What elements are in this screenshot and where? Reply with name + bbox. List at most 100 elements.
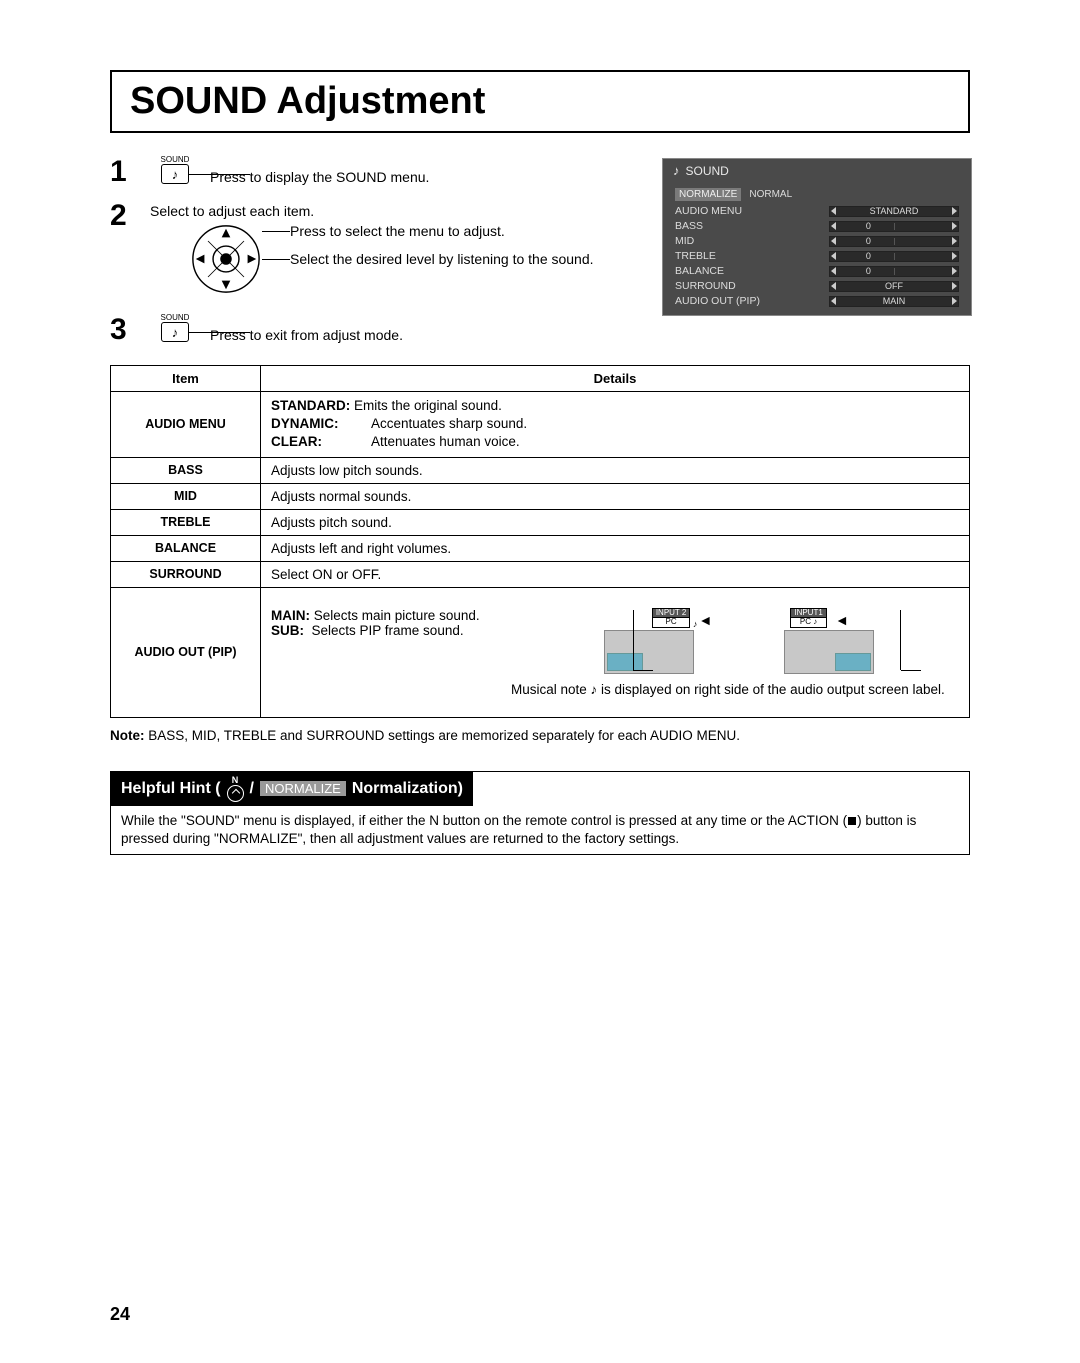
osd-label: SURROUND bbox=[675, 280, 736, 292]
step-2-line2: Select the desired level by listening to… bbox=[290, 251, 594, 267]
hint-title-post: Normalization) bbox=[352, 780, 463, 798]
dynamic-key: DYNAMIC: bbox=[271, 415, 371, 433]
osd-value: MAIN bbox=[883, 296, 906, 306]
item-treble: TREBLE bbox=[111, 509, 261, 535]
osd-normalize-label: NORMALIZE bbox=[675, 188, 741, 201]
step-1-number: 1 bbox=[110, 155, 150, 189]
osd-title-row: ♪ SOUND bbox=[663, 159, 971, 182]
note-icon: ♪ bbox=[172, 325, 179, 340]
page-title-box: SOUND Adjustment bbox=[110, 70, 970, 133]
note-icon: ♪ bbox=[693, 619, 698, 629]
osd-value: OFF bbox=[885, 281, 903, 291]
hint-body-1: While the "SOUND" menu is displayed, if … bbox=[121, 813, 847, 828]
clear-val: Attenuates human voice. bbox=[371, 433, 520, 451]
input-label-right: INPUT1PC ♪ ◄ bbox=[790, 608, 826, 628]
page-title: SOUND Adjustment bbox=[130, 80, 950, 123]
sound-label-3: SOUND bbox=[161, 313, 190, 322]
osd-label: TREBLE bbox=[675, 250, 716, 262]
standard-val: Emits the original sound. bbox=[354, 398, 502, 413]
detail-audio-menu: STANDARD: Emits the original sound. DYNA… bbox=[261, 392, 970, 458]
item-balance: BALANCE bbox=[111, 535, 261, 561]
osd-value-slider: MAIN bbox=[829, 296, 959, 307]
osd-row-audio-menu: AUDIO MENU STANDARD bbox=[671, 204, 963, 218]
item-mid: MID bbox=[111, 483, 261, 509]
settings-table: Item Details AUDIO MENU STANDARD: Emits … bbox=[110, 365, 970, 718]
input-label-2: PC bbox=[652, 618, 691, 627]
osd-value: 0 bbox=[866, 221, 871, 231]
step-2-line1: Press to select the menu to adjust. bbox=[290, 223, 594, 239]
arrow-icon: ◄ bbox=[698, 612, 712, 628]
osd-row-mid: MID 0 bbox=[671, 234, 963, 248]
table-header-item: Item bbox=[111, 366, 261, 392]
osd-sound-panel: ♪ SOUND NORMALIZE NORMAL AUDIO MENU STAN… bbox=[662, 158, 972, 316]
table-header-details: Details bbox=[261, 366, 970, 392]
osd-label: AUDIO MENU bbox=[675, 205, 742, 217]
item-surround: SURROUND bbox=[111, 561, 261, 587]
osd-value-slider: OFF bbox=[829, 281, 959, 292]
osd-title-text: SOUND bbox=[686, 164, 729, 178]
action-square-icon bbox=[848, 817, 856, 825]
audio-out-footnote: Musical note ♪ is displayed on right sid… bbox=[271, 682, 959, 697]
main-val: Selects main picture sound. bbox=[314, 608, 480, 623]
note-icon: ♪ bbox=[673, 163, 680, 178]
osd-label: MID bbox=[675, 235, 694, 247]
hint-box: Helpful Hint ( N / NORMALIZE Normalizati… bbox=[110, 771, 970, 855]
input-label-2: PC bbox=[800, 617, 811, 626]
sub-val: Selects PIP frame sound. bbox=[312, 623, 464, 638]
sub-key: SUB: bbox=[271, 623, 304, 638]
step-3-number: 3 bbox=[110, 313, 150, 347]
detail-treble: Adjusts pitch sound. bbox=[261, 509, 970, 535]
step-1-icon-col: SOUND ♪ bbox=[150, 155, 208, 184]
table-row: SURROUND Select ON or OFF. bbox=[111, 561, 970, 587]
detail-surround: Select ON or OFF. bbox=[261, 561, 970, 587]
detail-bass: Adjusts low pitch sounds. bbox=[261, 457, 970, 483]
sound-label-1: SOUND bbox=[161, 155, 190, 164]
hint-title: Helpful Hint ( N / NORMALIZE Normalizati… bbox=[111, 772, 473, 806]
osd-row-bass: BASS 0 bbox=[671, 219, 963, 233]
sound-button-icon: ♪ bbox=[161, 164, 189, 184]
osd-value-slider: 0 bbox=[829, 236, 959, 247]
osd-row-balance: BALANCE 0 bbox=[671, 264, 963, 278]
detail-balance: Adjusts left and right volumes. bbox=[261, 535, 970, 561]
normalize-badge: NORMALIZE bbox=[260, 781, 346, 796]
item-bass: BASS bbox=[111, 457, 261, 483]
pip-frame-left bbox=[604, 630, 694, 674]
pip-frame-right bbox=[784, 630, 874, 674]
hint-body: While the "SOUND" menu is displayed, if … bbox=[111, 806, 969, 854]
input-label-left: INPUT 2PC ♪ ◄ bbox=[652, 608, 691, 628]
osd-row-surround: SURROUND OFF bbox=[671, 279, 963, 293]
osd-value-slider: STANDARD bbox=[829, 206, 959, 217]
item-audio-out: AUDIO OUT (PIP) bbox=[111, 587, 261, 717]
note-icon: ♪ bbox=[172, 167, 179, 182]
note-bold: Note: bbox=[110, 728, 145, 743]
osd-value: 0 bbox=[866, 251, 871, 261]
osd-row-treble: TREBLE 0 bbox=[671, 249, 963, 263]
table-row: AUDIO MENU STANDARD: Emits the original … bbox=[111, 392, 970, 458]
dynamic-val: Accentuates sharp sound. bbox=[371, 415, 527, 433]
item-audio-menu: AUDIO MENU bbox=[111, 392, 261, 458]
n-button-icon: N bbox=[227, 776, 244, 802]
step-3: 3 SOUND ♪ Press to exit from adjust mode… bbox=[110, 313, 970, 347]
page-number: 24 bbox=[110, 1304, 130, 1325]
arrow-icon: ◄ bbox=[835, 612, 849, 628]
note-text: BASS, MID, TREBLE and SURROUND settings … bbox=[145, 728, 740, 743]
sound-button-icon-3: ♪ bbox=[161, 322, 189, 342]
osd-label: AUDIO OUT (PIP) bbox=[675, 295, 760, 307]
table-row: TREBLE Adjusts pitch sound. bbox=[111, 509, 970, 535]
osd-value-slider: 0 bbox=[829, 221, 959, 232]
main-key: MAIN: bbox=[271, 608, 310, 623]
table-row: BALANCE Adjusts left and right volumes. bbox=[111, 535, 970, 561]
osd-value: 0 bbox=[866, 236, 871, 246]
standard-key: STANDARD: bbox=[271, 398, 350, 413]
osd-value: STANDARD bbox=[870, 206, 919, 216]
detail-audio-out: MAIN: Selects main picture sound. SUB: S… bbox=[261, 587, 970, 717]
osd-value: 0 bbox=[866, 266, 871, 276]
hint-title-pre: Helpful Hint ( bbox=[121, 780, 221, 798]
osd-value-slider: 0 bbox=[829, 251, 959, 262]
hint-slash: / bbox=[250, 780, 254, 798]
step-2-number: 2 bbox=[110, 199, 150, 233]
osd-normalize-value: NORMAL bbox=[747, 188, 794, 201]
dpad-icon bbox=[190, 223, 262, 295]
table-row: BASS Adjusts low pitch sounds. bbox=[111, 457, 970, 483]
table-row: MID Adjusts normal sounds. bbox=[111, 483, 970, 509]
